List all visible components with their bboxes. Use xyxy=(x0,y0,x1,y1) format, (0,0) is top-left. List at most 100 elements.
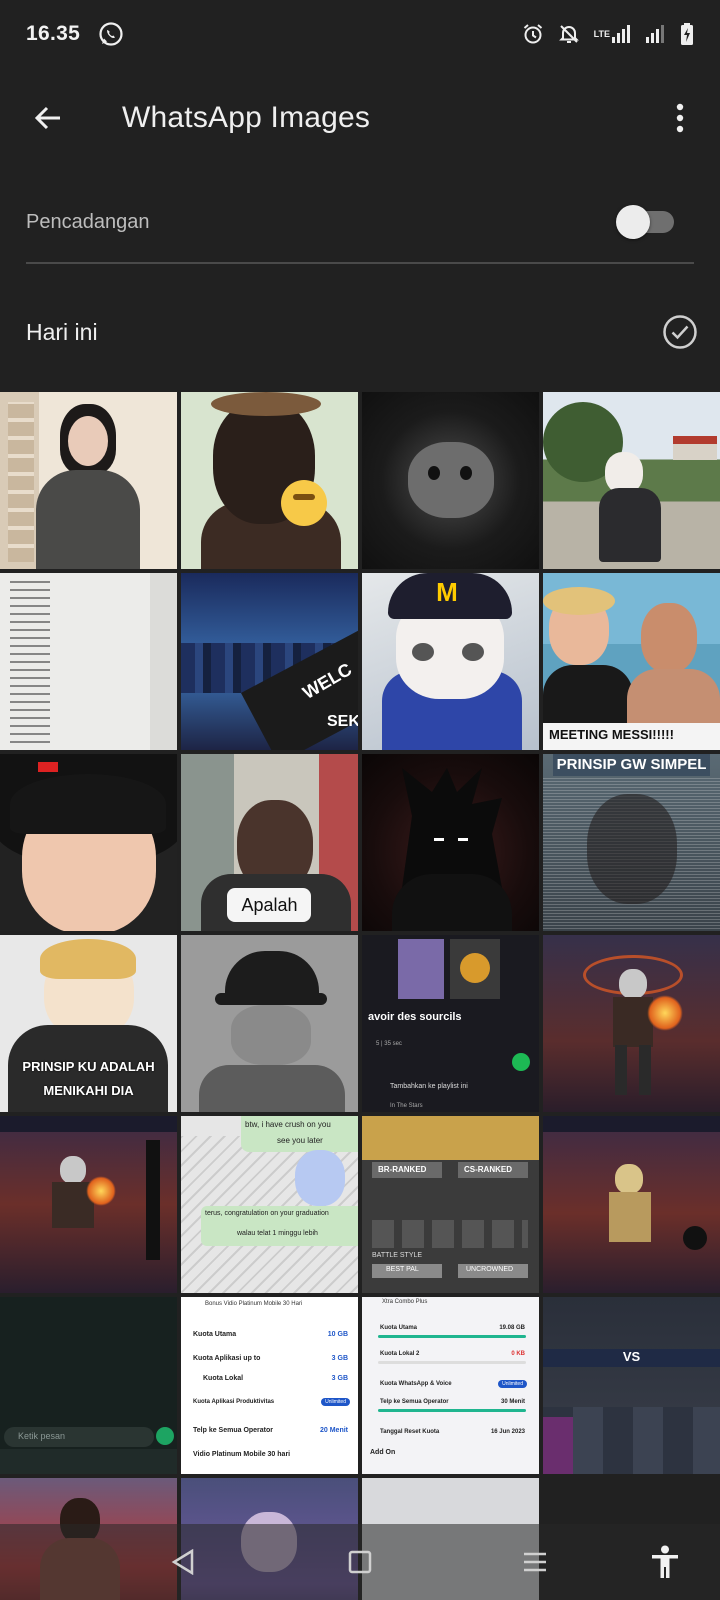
page-title: WhatsApp Images xyxy=(122,101,371,134)
nav-home-button[interactable] xyxy=(315,1524,405,1600)
photo-caption: PRINSIP KU ADALAH xyxy=(22,1059,155,1074)
nav-back-icon xyxy=(171,1549,194,1575)
chat-bubble-text: terus, congratulation on your graduation xyxy=(205,1210,329,1217)
backup-toggle[interactable] xyxy=(616,205,674,239)
photo-tile[interactable] xyxy=(543,935,720,1112)
package-row: Tanggal Reset Kuota xyxy=(380,1429,440,1435)
package-row: Vidio Platinum Mobile 30 hari xyxy=(193,1451,291,1458)
package-row: Kuota WhatsApp & Voice xyxy=(380,1381,452,1387)
photo-tile[interactable]: Bonus Vidio Platinum Mobile 30 Hari Kuot… xyxy=(181,1297,358,1474)
package-row: Kuota Aplikasi Produktivitas xyxy=(193,1399,275,1405)
status-time: 16.35 xyxy=(26,22,81,45)
nav-recents-button[interactable] xyxy=(490,1524,580,1600)
navigation-bar xyxy=(0,1524,720,1600)
nav-back-button[interactable] xyxy=(138,1524,228,1600)
photo-tile[interactable]: BR-RANKED CS-RANKED BATTLE STYLE BEST PA… xyxy=(362,1116,539,1293)
chat-bubble-text: walau telat 1 minggu lebih xyxy=(237,1230,318,1237)
nav-home-icon xyxy=(348,1550,372,1574)
package-row: Telp ke Semua Operator xyxy=(193,1427,274,1434)
network-type-label: LTE xyxy=(593,28,610,39)
package-value: 19.08 GB xyxy=(499,1325,525,1331)
photo-tile[interactable] xyxy=(0,754,177,931)
photo-tile[interactable]: MEETING MESSI!!!!! xyxy=(543,573,720,750)
song-meta: 5 | 35 sec xyxy=(376,1041,402,1047)
app-bar: WhatsApp Images xyxy=(0,68,720,168)
backup-setting-row[interactable]: Pencadangan xyxy=(26,182,694,264)
status-bar: 16.35 LTE xyxy=(0,0,720,68)
package-value: Unlimited xyxy=(321,1398,350,1406)
photo-tile[interactable]: Xtra Combo Plus Kuota Utama 19.08 GB Kuo… xyxy=(362,1297,539,1474)
toggle-knob xyxy=(616,205,650,239)
arrow-back-icon xyxy=(34,106,60,130)
photo-tile[interactable] xyxy=(543,392,720,569)
notifications-off-icon xyxy=(558,25,579,43)
package-header: Bonus Vidio Platinum Mobile 30 Hari xyxy=(205,1301,303,1307)
section-header: Hari ini xyxy=(26,296,700,368)
rank-label: BR-RANKED xyxy=(378,1165,427,1174)
photo-tile[interactable] xyxy=(0,392,177,569)
match-vs-label: VS xyxy=(622,1349,641,1364)
photo-tile[interactable]: WELC SEK xyxy=(181,573,358,750)
package-value: 0 KB xyxy=(511,1351,525,1357)
photo-grid: WELC SEK M MEETING MESSI!!!!! Apalah xyxy=(0,392,720,1600)
song-action: Tambahkan ke playlist ini xyxy=(390,1083,468,1090)
select-all-button[interactable] xyxy=(660,312,700,352)
nav-recents-icon xyxy=(524,1552,546,1572)
package-value: 10 GB xyxy=(327,1331,348,1338)
photo-tile[interactable]: M xyxy=(362,573,539,750)
package-row: Telp ke Semua Operator xyxy=(380,1399,449,1405)
section-title: Hari ini xyxy=(26,318,98,345)
style-value: BEST PAL xyxy=(386,1266,419,1273)
accessibility-button[interactable] xyxy=(620,1524,710,1600)
package-value: 16 Jun 2023 xyxy=(490,1429,525,1435)
whatsapp-notification-icon xyxy=(99,22,123,46)
photo-tile[interactable]: Apalah xyxy=(181,754,358,931)
package-row: Kuota Lokal xyxy=(203,1375,244,1382)
more-vert-icon xyxy=(676,103,684,133)
back-button[interactable] xyxy=(0,68,96,168)
chat-input-placeholder: Ketik pesan xyxy=(18,1431,66,1441)
accessibility-icon xyxy=(652,1545,678,1578)
style-label: BATTLE STYLE xyxy=(372,1252,423,1259)
battery-charging-icon xyxy=(681,23,693,45)
package-row: Kuota Aplikasi up to xyxy=(193,1355,261,1362)
photo-tile[interactable]: PRINSIP GW SIMPEL xyxy=(543,754,720,931)
photo-caption: MENIKAHI DIA xyxy=(43,1083,134,1098)
photo-tile[interactable] xyxy=(362,392,539,569)
backup-label: Pencadangan xyxy=(26,210,150,233)
photo-caption: MEETING MESSI!!!!! xyxy=(549,727,674,742)
package-value: 20 Menit xyxy=(319,1427,348,1434)
package-value: 30 Menit xyxy=(500,1399,525,1405)
alarm-icon xyxy=(523,24,542,44)
song-title: avoir des sourcils xyxy=(368,1011,462,1023)
package-header: Xtra Combo Plus xyxy=(382,1299,428,1305)
package-value: Unlimited xyxy=(498,1380,527,1388)
chat-bubble-text: see you later xyxy=(277,1136,323,1145)
photo-tile[interactable] xyxy=(181,392,358,569)
package-value: 3 GB xyxy=(331,1375,348,1382)
photo-tile[interactable] xyxy=(181,935,358,1112)
photo-caption: PRINSIP GW SIMPEL xyxy=(556,756,707,773)
package-value: 3 GB xyxy=(331,1355,348,1362)
photo-tile[interactable] xyxy=(543,1116,720,1293)
song-sub: In The Stars xyxy=(390,1103,423,1109)
package-row: Add On xyxy=(370,1449,396,1456)
rank-label: CS-RANKED xyxy=(464,1165,512,1174)
package-row: Kuota Utama xyxy=(193,1331,237,1338)
signal-strength-icon xyxy=(612,25,630,43)
photo-tile[interactable] xyxy=(0,573,177,750)
signal-strength-2-icon xyxy=(646,25,664,43)
photo-caption: Apalah xyxy=(241,895,298,915)
more-options-button[interactable] xyxy=(640,68,720,168)
photo-tile[interactable] xyxy=(0,1116,177,1293)
chat-bubble-text: btw, i have crush on you xyxy=(245,1120,331,1129)
photo-tile[interactable] xyxy=(362,754,539,931)
photo-caption: SEK xyxy=(327,713,358,730)
photo-tile[interactable]: VS xyxy=(543,1297,720,1474)
photo-tile[interactable]: PRINSIP KU ADALAH MENIKAHI DIA xyxy=(0,935,177,1112)
photo-tile[interactable]: btw, i have crush on you see you later t… xyxy=(181,1116,358,1293)
package-row: Kuota Lokal 2 xyxy=(380,1351,420,1357)
photo-tile[interactable]: Ketik pesan xyxy=(0,1297,177,1474)
photo-tile[interactable]: avoir des sourcils 5 | 35 sec Tambahkan … xyxy=(362,935,539,1112)
package-row: Kuota Utama xyxy=(380,1325,418,1331)
